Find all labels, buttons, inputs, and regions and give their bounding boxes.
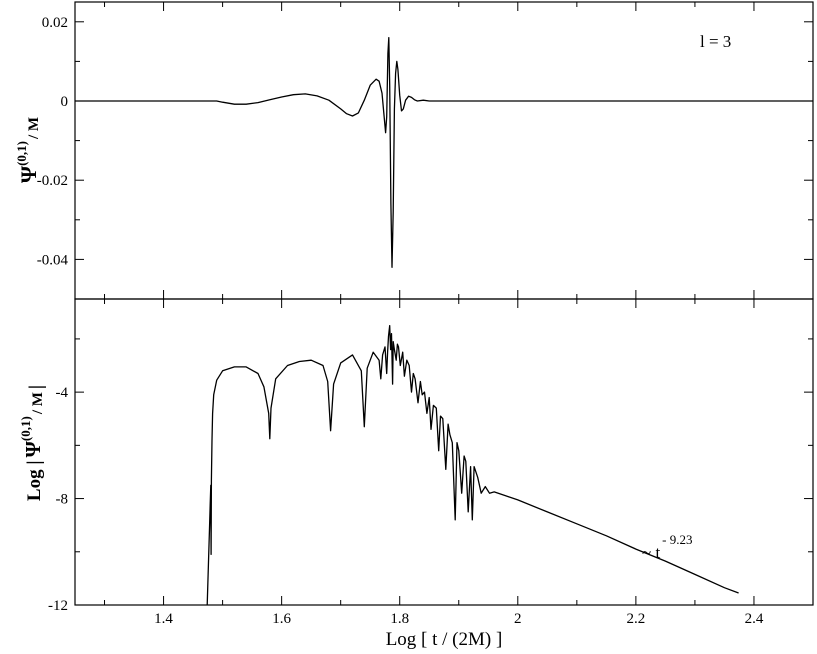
y-tick-label: 0.02	[42, 15, 68, 31]
y-tick-label: -0.02	[37, 173, 68, 189]
y-tick-label: -4	[56, 385, 69, 401]
bottom-log-envelope-line	[206, 324, 739, 606]
bottom-y-axis-label: Log |Ψ(0,1)/ M|	[18, 385, 47, 501]
bottom-annotation: ~ t- 9.23	[642, 532, 693, 562]
y-tick-label: -8	[56, 492, 69, 508]
y-tick-label: 0	[61, 94, 69, 110]
top-panel-ticks: 0.02 0 -0.02 -0.04	[37, 2, 813, 299]
x-tick-label: 2.2	[627, 611, 646, 627]
x-tick-label: 1.6	[272, 611, 291, 627]
x-tick-label: 2.4	[745, 611, 764, 627]
x-axis-label: Log [ t / (2M) ]	[386, 629, 503, 650]
bottom-panel: 1.4 1.6 1.8 2 2.2 2.4 -4 -8 -12 ~ t- 9.23 Log |Ψ…	[18, 298, 814, 650]
top-y-axis-label: Ψ(0,1)/ M	[14, 117, 42, 183]
top-waveform-line	[75, 36, 813, 268]
y-tick-label: -0.04	[37, 252, 69, 268]
x-tick-label: 1.8	[390, 611, 409, 627]
top-annotation: l = 3	[700, 32, 731, 51]
x-tick-label: 1.4	[154, 611, 173, 627]
bottom-panel-ticks: 1.4 1.6 1.8 2 2.2 2.4 -4 -8 -12	[48, 299, 813, 627]
bottom-panel-frame	[74, 298, 814, 606]
x-tick-label: 2	[514, 611, 522, 627]
y-tick-label: -12	[48, 598, 68, 614]
top-panel: 0.02 0 -0.02 -0.04 l = 3 Ψ(0,1)/ M	[14, 1, 814, 300]
